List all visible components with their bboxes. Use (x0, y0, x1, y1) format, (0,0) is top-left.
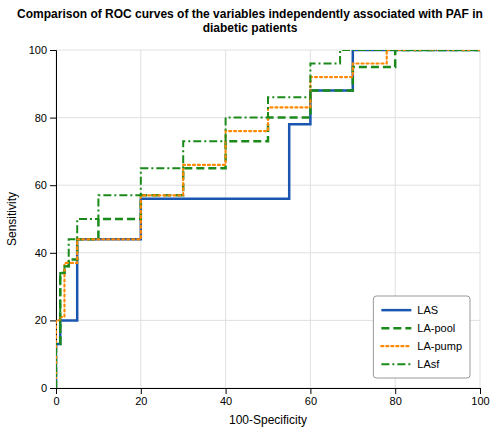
legend: LAS LA-pool LA-pump LAsf (373, 296, 470, 378)
legend-swatch (381, 363, 411, 365)
tick: 80 (35, 112, 56, 124)
x-axis: 0 20 40 60 80 100 (53, 388, 489, 407)
tick: 0 (53, 388, 59, 407)
grid (56, 50, 480, 388)
tick-mark (50, 185, 56, 186)
tick-mark (480, 388, 481, 394)
legend-label: LA-pool (417, 322, 455, 334)
tick-mark (50, 253, 56, 254)
legend-swatch (381, 327, 411, 330)
grid-line-y (56, 252, 480, 253)
tick-label: 20 (35, 314, 47, 326)
tick-label: 80 (35, 112, 47, 124)
legend-label: LA-pump (417, 340, 462, 352)
tick: 100 (471, 388, 489, 407)
tick: 80 (390, 388, 402, 407)
plot: 0 20 40 60 80 100 0 20 40 60 80 100 LAS LA-pool LA-pum… (29, 44, 490, 407)
tick-mark (50, 388, 56, 389)
tick-mark (50, 320, 56, 321)
tick-label: 100 (471, 395, 489, 407)
series-line (56, 50, 480, 388)
tick-mark (310, 388, 311, 394)
axis-line (57, 389, 481, 395)
legend-swatch (381, 345, 411, 347)
axis-line (50, 51, 57, 389)
series-lines (56, 50, 480, 388)
tick-mark (50, 50, 56, 51)
tick: 60 (305, 388, 317, 407)
series-line (56, 50, 480, 388)
tick: 0 (41, 382, 56, 394)
tick-label: 60 (305, 395, 317, 407)
chart: Comparison of ROC curves of the variable… (0, 0, 500, 434)
legend-item: LA-pool (381, 322, 455, 334)
legend-item: LAsf (381, 358, 440, 370)
title: Comparison of ROC curves of the variable… (17, 7, 483, 35)
tick-label: 60 (35, 179, 47, 191)
y-axis-label: Sensitivity (5, 192, 19, 246)
legend-item: LAS (381, 304, 438, 316)
tick-mark (50, 118, 56, 119)
legend-label: LAS (417, 304, 438, 316)
tick-label: 20 (135, 395, 147, 407)
tick-label: 0 (53, 395, 59, 407)
grid-line-x (225, 50, 226, 388)
tick-mark (226, 388, 227, 394)
series-line (56, 50, 480, 388)
y-axis: 0 20 40 60 80 100 (29, 44, 57, 394)
tick-mark (141, 388, 142, 394)
legend-label: LAsf (417, 358, 440, 370)
tick: 20 (35, 314, 56, 326)
legend-box (373, 296, 470, 378)
legend-item: LA-pump (381, 340, 462, 352)
tick-label: 100 (29, 44, 47, 56)
series-line (56, 50, 480, 388)
tick-label: 80 (390, 395, 402, 407)
tick: 60 (35, 179, 56, 191)
grid-line-y (56, 185, 480, 186)
legend-swatch (381, 309, 411, 312)
grid-line-x (480, 50, 481, 388)
tick-label: 0 (41, 382, 47, 394)
tick: 20 (135, 388, 147, 407)
tick-mark (395, 388, 396, 394)
tick-label: 40 (35, 247, 47, 259)
tick: 40 (220, 388, 232, 407)
tick-label: 40 (220, 395, 232, 407)
tick: 100 (29, 44, 56, 56)
tick: 40 (35, 247, 56, 259)
x-axis-label: 100-Specificity (229, 413, 307, 427)
